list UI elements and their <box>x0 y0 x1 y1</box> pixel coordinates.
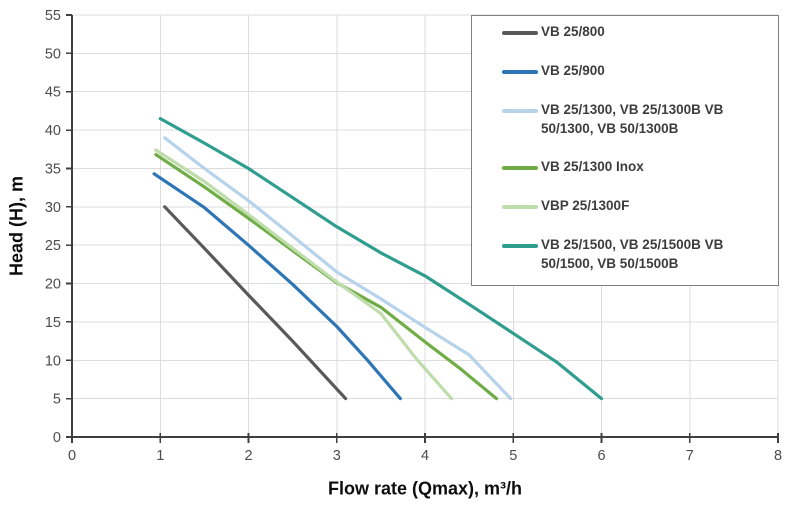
y-tick-label: 20 <box>45 277 61 293</box>
y-tick-label: 10 <box>45 353 61 369</box>
legend-item-4: VB 25/1300 Inox <box>472 158 778 177</box>
x-tick-label: 6 <box>597 448 605 464</box>
legend-label: VB 25/1500, VB 25/1500B VB 50/1500, VB 5… <box>541 237 724 272</box>
legend-line-swatch <box>502 69 538 74</box>
y-tick-label: 45 <box>45 85 61 101</box>
y-tick-label: 50 <box>45 46 61 62</box>
legend-line-swatch <box>502 166 538 171</box>
series-line-4 <box>154 153 499 401</box>
legend-label: VB 25/900 <box>541 62 605 78</box>
legend-label: VB 25/1300 Inox <box>541 159 644 175</box>
legend-label: VBP 25/1300F <box>541 198 630 214</box>
series-line-5 <box>154 148 454 401</box>
series-line-1 <box>163 205 348 401</box>
legend-item-6: VB 25/1500, VB 25/1500B VB 50/1500, VB 5… <box>472 236 778 274</box>
y-tick-label: 30 <box>45 200 61 216</box>
legend-item-3: VB 25/1300, VB 25/1300B VB 50/1300, VB 5… <box>472 101 778 139</box>
y-tick-label: 25 <box>45 238 61 254</box>
series-line-6 <box>158 116 604 401</box>
legend-item-2: VB 25/900 <box>472 62 778 81</box>
x-tick-label: 5 <box>509 448 517 464</box>
y-tick-label: 40 <box>45 123 61 139</box>
legend: VB 25/800 VB 25/900 VB 25/1300, VB 25/1300… <box>471 15 779 286</box>
series-line-2 <box>152 172 402 401</box>
legend-item-1: VB 25/800 <box>472 23 778 42</box>
legend-item-5: VBP 25/1300F <box>472 197 778 216</box>
x-axis-title: Flow rate (Qmax), m³/h <box>327 478 523 499</box>
y-tick-label: 0 <box>53 430 61 446</box>
x-tick-label: 7 <box>686 448 694 464</box>
x-tick-label: 8 <box>774 448 782 464</box>
y-tick-label: 15 <box>45 315 61 331</box>
y-tick-label: 5 <box>53 392 61 408</box>
y-tick-label: 35 <box>45 161 61 177</box>
legend-line-swatch <box>502 205 538 210</box>
x-tick-label: 0 <box>68 448 76 464</box>
x-tick-label: 3 <box>333 448 341 464</box>
y-axis-title: Head (H), m <box>6 175 27 277</box>
legend-line-swatch <box>502 108 538 113</box>
x-tick-label: 1 <box>156 448 164 464</box>
series-line-3 <box>163 136 513 401</box>
legend-line-swatch <box>502 244 538 249</box>
y-tick-label: 55 <box>45 8 61 24</box>
x-tick-label: 4 <box>421 448 429 464</box>
legend-line-swatch <box>502 31 538 35</box>
legend-label: VB 25/800 <box>541 24 605 39</box>
x-tick-label: 2 <box>244 448 252 464</box>
legend-label: VB 25/1300, VB 25/1300B VB 50/1300, VB 5… <box>541 101 724 136</box>
